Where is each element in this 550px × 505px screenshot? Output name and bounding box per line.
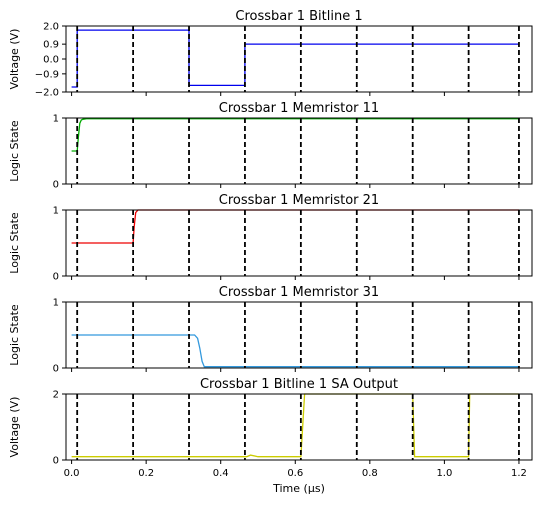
y-tick-label: 0.0 bbox=[43, 55, 59, 66]
y-tick-label: 0.9 bbox=[43, 40, 59, 51]
series-line bbox=[71, 334, 519, 368]
y-tick-label: 0 bbox=[53, 272, 59, 283]
y-tick-label: 1 bbox=[53, 206, 59, 217]
y-tick-label: 0 bbox=[53, 364, 59, 375]
plot-frame bbox=[65, 117, 533, 185]
plot-frame bbox=[65, 209, 533, 277]
panel-title: Crossbar 1 Memristor 31 bbox=[219, 285, 379, 300]
y-axis-label: Voltage (V) bbox=[8, 29, 21, 90]
x-tick-label: 0.0 bbox=[64, 468, 80, 479]
y-axis-label: Logic State bbox=[8, 212, 21, 274]
x-tick-label: 0.2 bbox=[138, 468, 154, 479]
plot-frame bbox=[65, 393, 533, 461]
panel-title: Crossbar 1 Bitline 1 SA Output bbox=[200, 377, 398, 392]
y-tick-label: 2.0 bbox=[43, 22, 59, 33]
y-axis-label: Logic State bbox=[8, 304, 21, 366]
x-tick-label: 0.4 bbox=[213, 468, 229, 479]
panel-title: Crossbar 1 Memristor 11 bbox=[219, 101, 379, 116]
y-tick-label: 2 bbox=[53, 390, 59, 401]
y-axis-label: Voltage (V) bbox=[8, 397, 21, 458]
panel-title: Crossbar 1 Bitline 1 bbox=[235, 9, 362, 24]
plot-frame bbox=[65, 25, 533, 93]
y-tick-label: 1 bbox=[53, 114, 59, 125]
y-tick-label: −2.0 bbox=[35, 88, 59, 99]
y-axis-label: Logic State bbox=[8, 120, 21, 182]
x-axis-label: Time (μs) bbox=[272, 482, 325, 495]
y-tick-label: 0 bbox=[53, 456, 59, 467]
series-line bbox=[71, 118, 519, 152]
series-line bbox=[71, 209, 519, 244]
x-tick-label: 0.8 bbox=[362, 468, 378, 479]
plot-frame bbox=[65, 301, 533, 369]
y-tick-label: 0 bbox=[53, 180, 59, 191]
panel-title: Crossbar 1 Memristor 21 bbox=[219, 193, 379, 208]
x-tick-label: 0.6 bbox=[287, 468, 303, 479]
y-tick-label: −0.9 bbox=[35, 69, 59, 80]
x-tick-label: 1.2 bbox=[511, 468, 527, 479]
series-line bbox=[71, 393, 519, 458]
y-tick-label: 1 bbox=[53, 298, 59, 309]
x-tick-label: 1.0 bbox=[436, 468, 452, 479]
series-line bbox=[71, 29, 519, 88]
